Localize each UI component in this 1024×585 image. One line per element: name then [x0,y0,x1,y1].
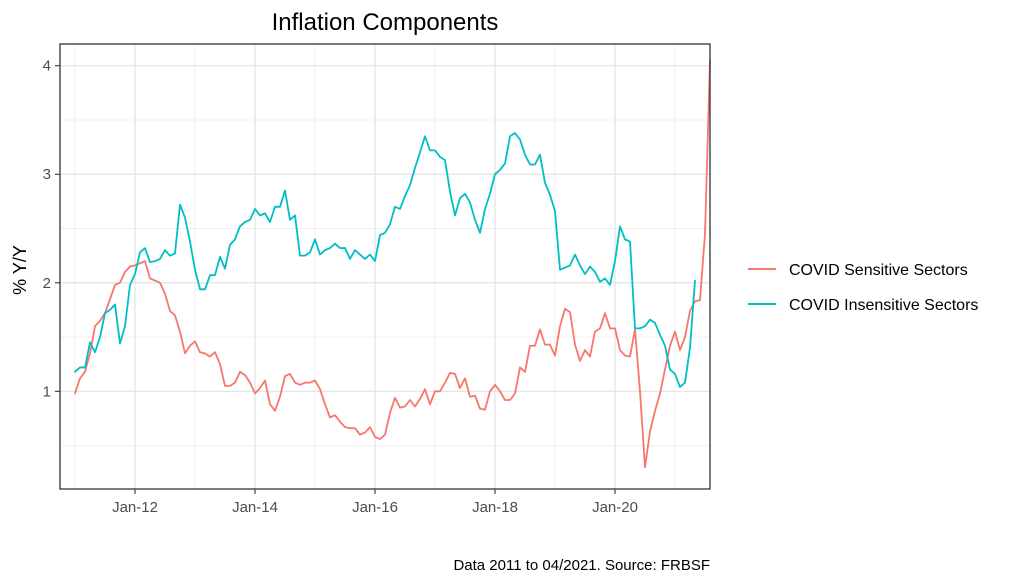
plot-panel-border [59,43,711,490]
series-line-covid-sensitive [74,59,711,469]
x-axis: Jan-12 Jan-14 Jan-16 Jan-18 Jan-20 [112,489,638,516]
series-lines [74,59,711,469]
x-tick-label: Jan-20 [592,499,638,516]
y-tick-label: 4 [43,58,51,75]
legend-label: COVID Insensitive Sectors [789,297,978,314]
chart-title: Inflation Components [272,9,499,36]
chart-caption: Data 2011 to 04/2021. Source: FRBSF [453,557,710,574]
y-tick-label: 2 [43,275,51,292]
y-axis-title: % Y/Y [10,245,30,295]
series-line-covid-insensitive [74,132,696,388]
x-tick-label: Jan-14 [232,499,278,516]
x-tick-label: Jan-16 [352,499,398,516]
x-tick-label: Jan-18 [472,499,518,516]
y-tick-label: 3 [43,166,51,183]
y-tick-label: 1 [43,383,51,400]
y-axis: 1 2 3 4 [43,58,60,400]
gridlines [60,44,710,489]
legend: COVID Sensitive Sectors COVID Insensitive… [748,262,978,314]
x-tick-label: Jan-12 [112,499,158,516]
legend-label: COVID Sensitive Sectors [789,262,968,279]
